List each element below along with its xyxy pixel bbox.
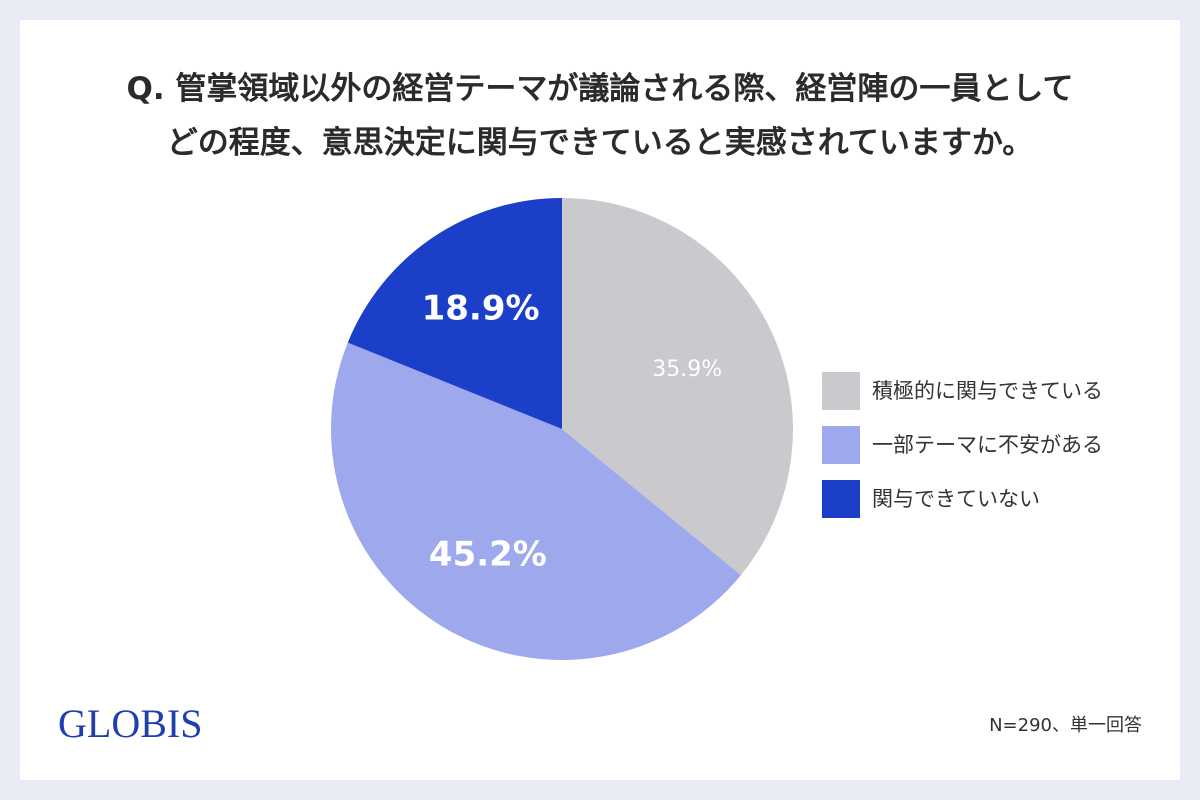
sample-size-note: N=290、単一回答 — [989, 715, 1142, 736]
pie-slice-active — [562, 198, 793, 576]
legend-swatch — [822, 372, 860, 410]
legend-label: 関与できていない — [872, 487, 1040, 511]
chart-title-line-2: どの程度、意思決定に関与できていると実感されていますか。 — [166, 125, 1034, 161]
chart-title-line-1: Q. 管掌領域以外の経営テーマが議論される際、経営陣の一員として — [126, 71, 1074, 107]
pie-slice-partial — [331, 342, 741, 660]
pie-slice-none — [347, 198, 562, 429]
legend-swatch — [822, 480, 860, 518]
legend-swatch — [822, 426, 860, 464]
legend-label: 一部テーマに不安がある — [872, 433, 1103, 457]
globis-logo: GLOBIS — [58, 701, 203, 746]
chart-title: Q. 管掌領域以外の経営テーマが議論される際、経営陣の一員として どの程度、意思… — [0, 62, 1200, 170]
slice-value-label-none: 18.9% — [422, 288, 540, 328]
slice-value-label-partial: 45.2% — [429, 534, 547, 574]
legend-label: 積極的に関与できている — [872, 379, 1103, 403]
slice-value-label-active: 35.9% — [652, 357, 722, 382]
